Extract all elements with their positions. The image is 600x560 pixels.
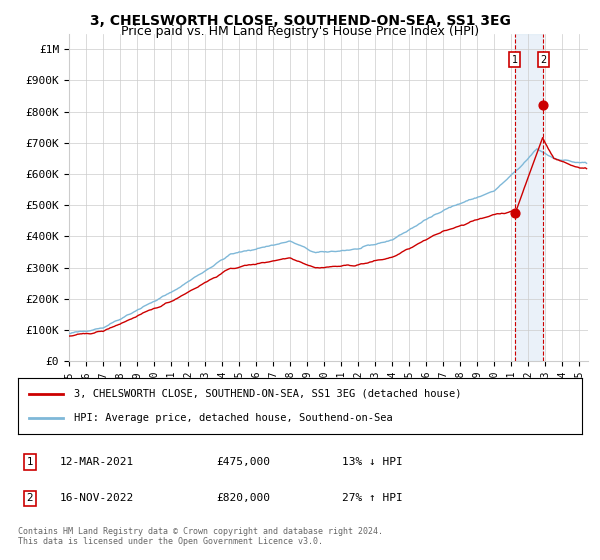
Text: 2: 2 [26, 493, 34, 503]
Text: 2: 2 [540, 55, 547, 65]
Text: 13% ↓ HPI: 13% ↓ HPI [342, 457, 403, 467]
Text: 27% ↑ HPI: 27% ↑ HPI [342, 493, 403, 503]
Text: 1: 1 [512, 55, 518, 65]
Bar [515, 34, 544, 361]
Text: Price paid vs. HM Land Registry's House Price Index (HPI): Price paid vs. HM Land Registry's House … [121, 25, 479, 38]
Text: 3, CHELSWORTH CLOSE, SOUTHEND-ON-SEA, SS1 3EG: 3, CHELSWORTH CLOSE, SOUTHEND-ON-SEA, SS… [89, 14, 511, 28]
Point [539, 101, 548, 110]
Text: 12-MAR-2021: 12-MAR-2021 [60, 457, 134, 467]
Text: Contains HM Land Registry data © Crown copyright and database right 2024.
This d: Contains HM Land Registry data © Crown c… [18, 526, 383, 546]
Text: 3, CHELSWORTH CLOSE, SOUTHEND-ON-SEA, SS1 3EG (detached house): 3, CHELSWORTH CLOSE, SOUTHEND-ON-SEA, SS… [74, 389, 462, 399]
Text: 16-NOV-2022: 16-NOV-2022 [60, 493, 134, 503]
Text: £475,000: £475,000 [216, 457, 270, 467]
Text: £820,000: £820,000 [216, 493, 270, 503]
Point [510, 208, 520, 217]
Text: 1: 1 [26, 457, 34, 467]
Text: HPI: Average price, detached house, Southend-on-Sea: HPI: Average price, detached house, Sout… [74, 413, 393, 423]
